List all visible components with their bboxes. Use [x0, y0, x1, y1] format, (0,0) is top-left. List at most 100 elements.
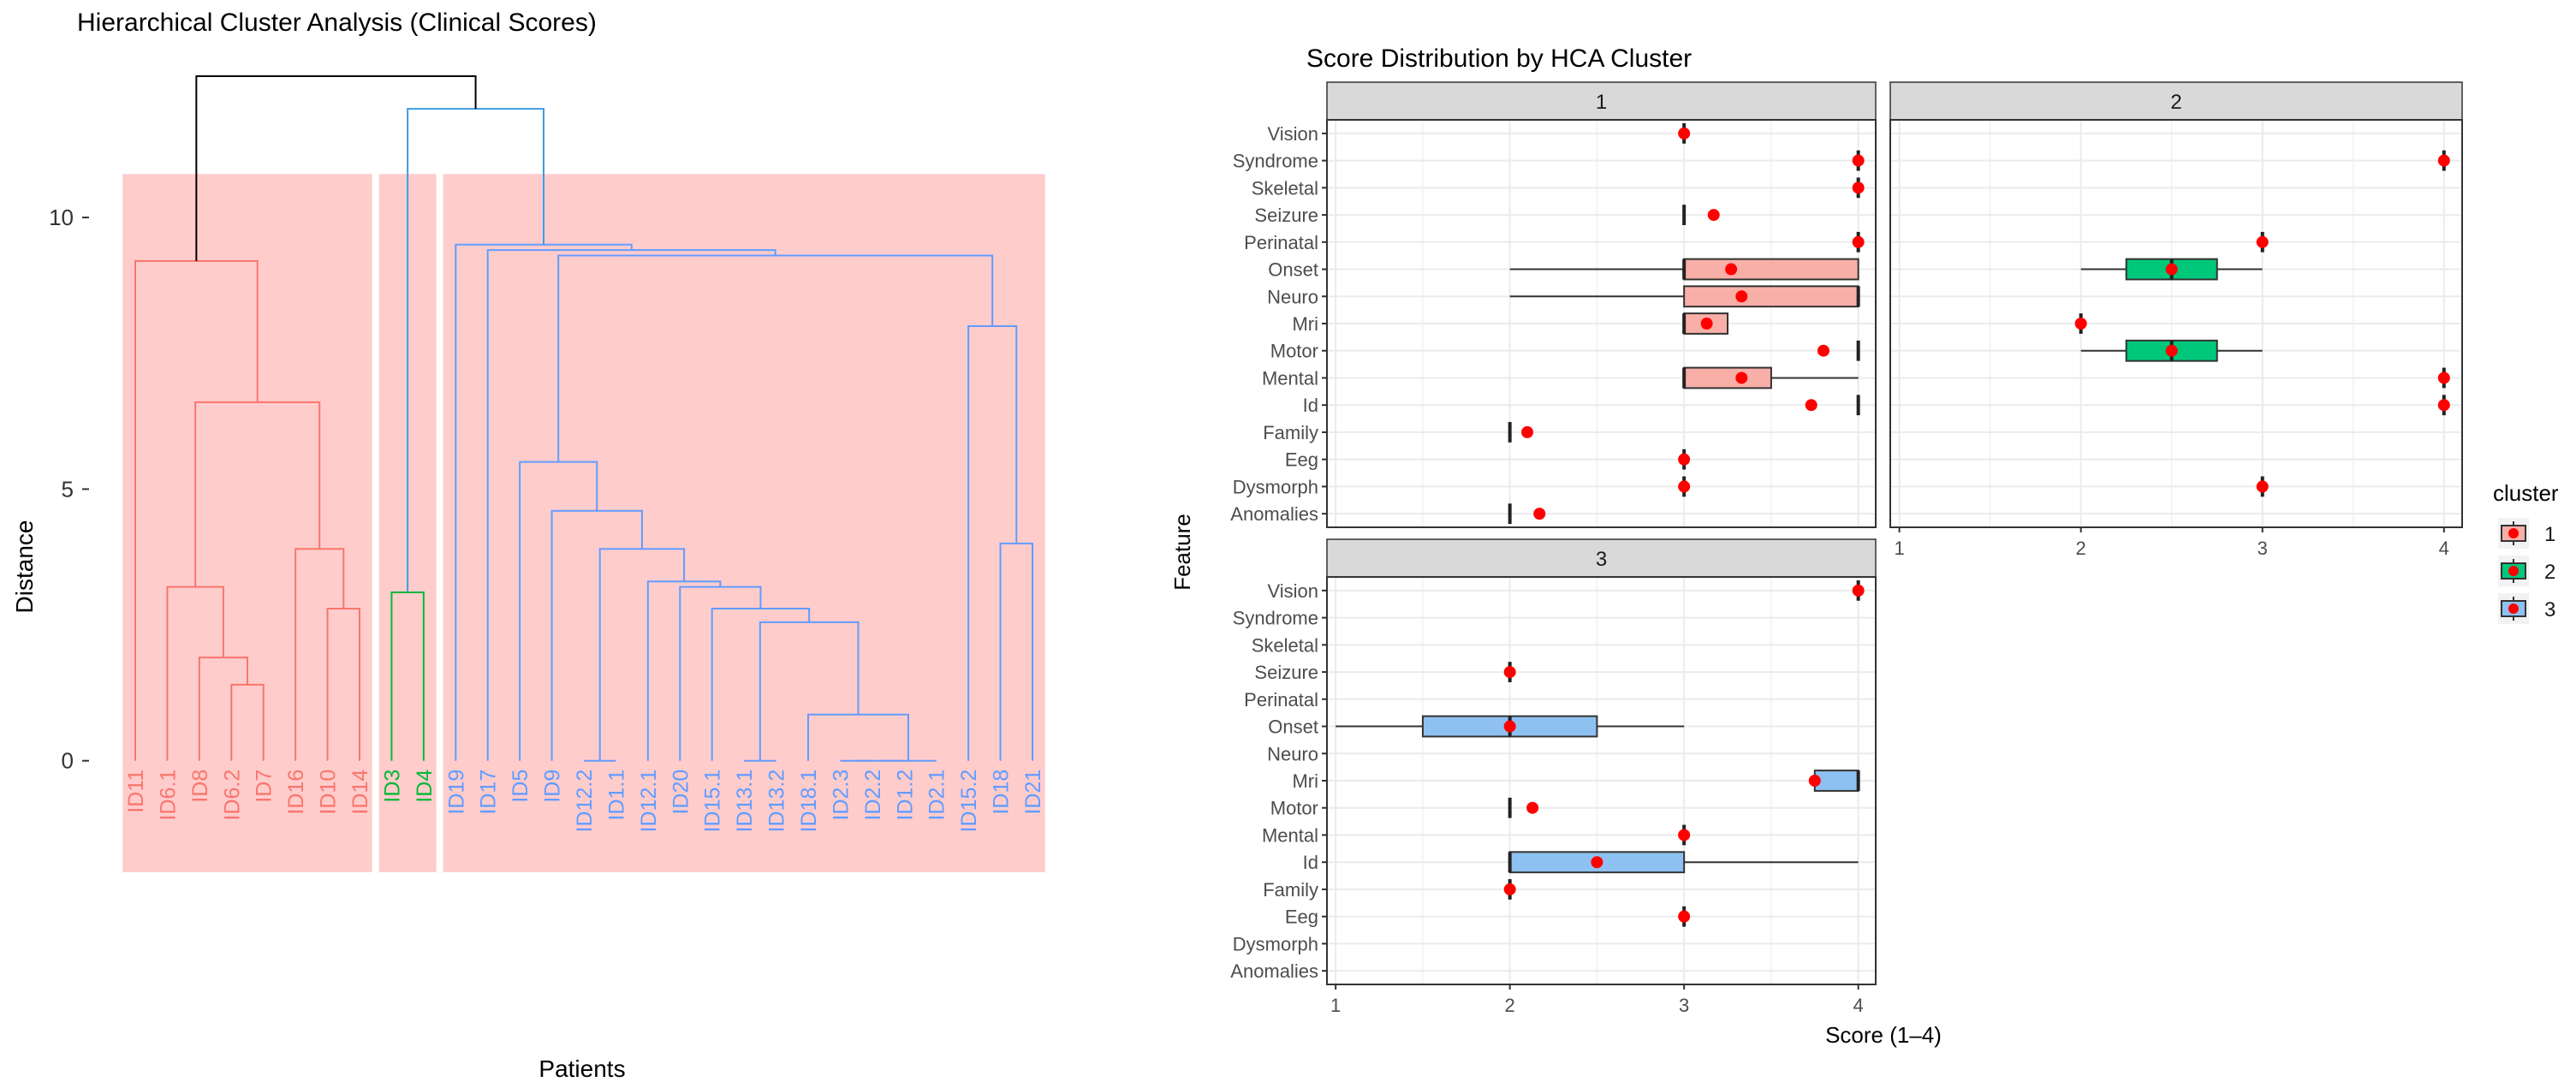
mean-point — [1521, 425, 1534, 438]
score-tick-label: 2 — [1505, 995, 1515, 1016]
feature-label: Perinatal — [1244, 232, 1318, 253]
leaf-label: ID16 — [284, 770, 308, 815]
cluster-rect-1 — [122, 174, 372, 872]
score-tick-label: 4 — [1853, 995, 1864, 1016]
feature-label: Seizure — [1254, 662, 1318, 683]
mean-point — [2437, 372, 2450, 384]
panel-border — [1889, 119, 2463, 528]
leaf-label: ID13.1 — [733, 770, 757, 833]
score-tick-label: 3 — [1679, 995, 1689, 1016]
leaf-label: ID18.1 — [797, 770, 821, 833]
feature-label: Eeg — [1285, 449, 1318, 471]
dendrogram-y-label: Distance — [11, 520, 38, 614]
feature-label: Onset — [1268, 259, 1318, 281]
mean-point — [2074, 318, 2087, 330]
feature-label: Anomalies — [1230, 503, 1318, 525]
mean-point — [1678, 453, 1691, 466]
mean-point — [2437, 399, 2450, 412]
feature-label: Neuro — [1267, 286, 1318, 307]
leaf-label: ID12.1 — [637, 770, 661, 833]
leaf-label: ID15.1 — [701, 770, 725, 833]
feature-label: Mri — [1292, 313, 1318, 335]
legend-key-point — [2508, 566, 2519, 576]
leaf-label: ID6.1 — [156, 770, 180, 821]
dendrogram-link — [230, 683, 265, 761]
feature-label: Onset — [1268, 716, 1318, 738]
feature-label: Dysmorph — [1233, 933, 1318, 954]
mean-point — [1852, 235, 1865, 248]
feature-label: Perinatal — [1244, 689, 1318, 710]
leaf-label: ID2.3 — [829, 770, 853, 821]
score-tick-label: 1 — [1330, 995, 1341, 1016]
leaf-label: ID14 — [348, 770, 372, 815]
dendrogram-x-label: Patients — [538, 1055, 625, 1082]
feature-label: Vision — [1267, 123, 1318, 145]
feature-label: Motor — [1270, 798, 1318, 819]
legend-keys: 1 2 3 — [2498, 518, 2555, 624]
boxplot-x-label: Score (1–4) — [1825, 1022, 1942, 1048]
dendrogram-link — [166, 586, 224, 761]
feature-label: Anomalies — [1230, 960, 1318, 982]
mean-point — [1805, 399, 1817, 412]
y-tick-label: 0 — [62, 748, 74, 774]
y-tick-label: 10 — [49, 205, 74, 230]
feature-label: Skeletal — [1252, 177, 1318, 199]
feature-label: Mental — [1262, 367, 1318, 389]
mean-point — [1678, 910, 1691, 923]
facet-strip — [1326, 538, 1877, 578]
feature-label: Mental — [1262, 824, 1318, 846]
mean-point — [1700, 318, 1713, 330]
legend-key-point — [2508, 603, 2519, 614]
feature-label: Family — [1263, 422, 1318, 443]
feature-label: Mri — [1292, 770, 1318, 792]
mean-point — [2256, 235, 2269, 248]
dendrogram-link — [195, 75, 477, 261]
feature-label: Id — [1303, 395, 1318, 416]
mean-point — [1503, 720, 1516, 733]
legend-title: cluster — [2493, 480, 2559, 506]
feature-label: Neuro — [1267, 743, 1318, 764]
leaf-label: ID17 — [477, 770, 501, 815]
mean-point — [1817, 344, 1829, 357]
box-iqr — [1813, 770, 1859, 792]
cluster-rect-3 — [443, 174, 1045, 872]
leaf-label: ID1.2 — [893, 770, 917, 821]
score-tick-label: 3 — [2258, 538, 2268, 559]
leaf-label: ID18 — [990, 770, 1014, 815]
facet-strip — [1326, 81, 1877, 121]
leaf-label: ID19 — [444, 770, 468, 815]
mean-point — [2256, 480, 2269, 493]
mean-point — [1725, 263, 1738, 276]
dendrogram-plot: 0 5 10 ID11 ID6.1 ID8 ID6.2 ID7 ID16 ID10 ID14 ID3 I… — [49, 75, 1045, 872]
mean-point — [1503, 666, 1516, 679]
mean-point — [1533, 508, 1546, 520]
mean-point — [1808, 775, 1821, 787]
leaf-label: ID12.2 — [573, 770, 597, 833]
mean-point — [1852, 584, 1865, 597]
y-tick-label: 5 — [62, 476, 74, 502]
mean-point — [1707, 209, 1720, 222]
mean-point — [1591, 856, 1603, 869]
dendrogram-title: Hierarchical Cluster Analysis (Clinical … — [77, 9, 597, 37]
mean-point — [1852, 154, 1865, 167]
leaf-label: ID6.2 — [220, 770, 244, 821]
feature-label: Vision — [1267, 580, 1318, 602]
feature-label: Syndrome — [1233, 151, 1318, 172]
feature-label: Motor — [1270, 341, 1318, 362]
leaf-label: ID1.1 — [604, 770, 628, 821]
leaf-label: ID7 — [253, 770, 277, 803]
box-iqr — [1683, 366, 1772, 389]
mean-point — [2437, 154, 2450, 167]
facet-strip — [1889, 81, 2463, 121]
mean-point — [2165, 263, 2178, 276]
mean-point — [1735, 290, 1748, 303]
feature-label: Seizure — [1254, 205, 1318, 226]
boxplot-title: Score Distribution by HCA Cluster — [1306, 45, 1692, 73]
leaf-label: ID5 — [509, 770, 532, 803]
leaf-label: ID20 — [669, 770, 693, 815]
dendrogram-link — [967, 324, 1018, 761]
leaf-label: ID3 — [380, 770, 404, 803]
facet-strip-label: 3 — [1596, 548, 1607, 571]
dendrogram-link — [455, 243, 633, 761]
